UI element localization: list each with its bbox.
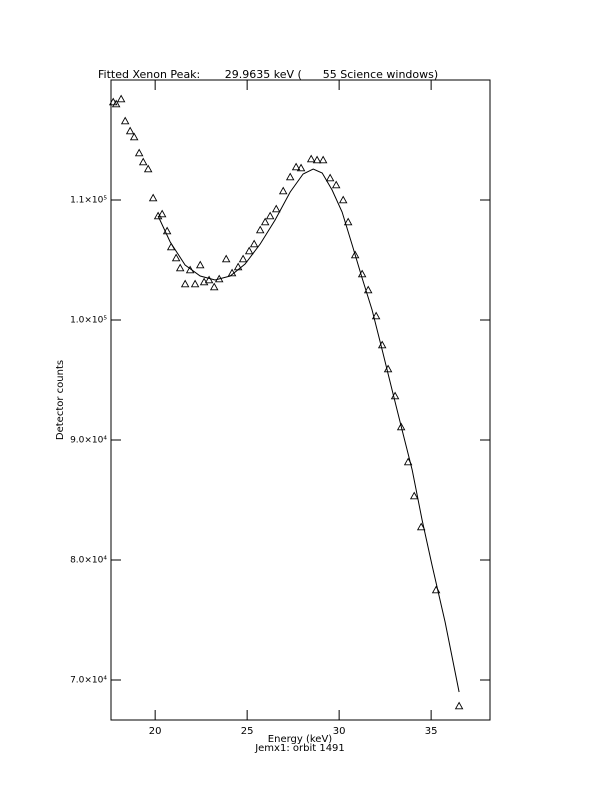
x-tick-label: 25 [241,726,254,737]
y-tick-label: 7.0×10⁴ [70,676,107,686]
data-point [278,186,288,195]
data-point [409,491,419,500]
plot-frame [110,79,491,721]
data-point [296,163,306,172]
y-tick-label: 1.1×10⁵ [70,196,107,206]
data-point [227,268,237,277]
data-point [371,311,381,320]
data-point [195,260,205,269]
data-point [153,211,163,220]
data-point [209,282,219,291]
data-point [357,269,367,278]
data-point [120,116,130,125]
data-point [157,209,167,218]
data-point [108,97,118,106]
y-axis-label: Detector counts [55,360,66,440]
x-tick-label: 20 [149,726,162,737]
x-tick-label: 35 [425,726,438,737]
data-point [233,262,243,271]
data-point [134,148,144,157]
x-axis-label: Energy (keV) [268,734,333,745]
data-point [190,279,200,288]
data-point [271,204,281,213]
data-point [291,162,301,171]
data-point [238,254,248,263]
data-point [221,254,231,263]
data-point [185,265,195,274]
data-point [125,126,135,135]
data-point [312,155,322,164]
data-point [148,193,158,202]
data-point [285,172,295,181]
data-point [338,195,348,204]
subtitle: Jemx1: orbit 1491 [254,743,345,754]
data-point [325,173,335,182]
data-point [138,157,148,166]
chart-title: Fitted Xenon Peak: 29.9635 keV ( 55 Scie… [98,68,438,81]
data-point [116,94,126,103]
y-tick-label: 1.0×10⁵ [70,316,107,326]
data-point [396,422,406,431]
data-point [377,340,387,349]
data-point [403,457,413,466]
y-tick-label: 8.0×10⁴ [70,556,107,566]
data-point [350,250,360,259]
data-point [431,585,441,594]
data-point [331,180,341,189]
data-point [249,239,259,248]
data-point [129,132,139,141]
data-point [244,246,254,255]
data-point [214,274,224,283]
data-point [255,225,265,234]
y-tick-label: 9.0×10⁴ [70,436,107,446]
data-point [204,275,214,284]
data-point [416,522,426,531]
data-point [318,155,328,164]
data-point [162,226,172,235]
data-point [306,154,316,163]
data-point [265,211,275,220]
data-point [454,701,464,710]
data-point [343,217,353,226]
data-point [260,217,270,226]
data-point [390,391,400,400]
x-tick-label: 30 [333,726,346,737]
data-point [166,242,176,251]
data-point [363,285,373,294]
data-point [171,253,181,262]
data-point [383,364,393,373]
data-point [175,263,185,272]
data-point [143,164,153,173]
data-point [111,99,121,108]
data-point [180,279,190,288]
